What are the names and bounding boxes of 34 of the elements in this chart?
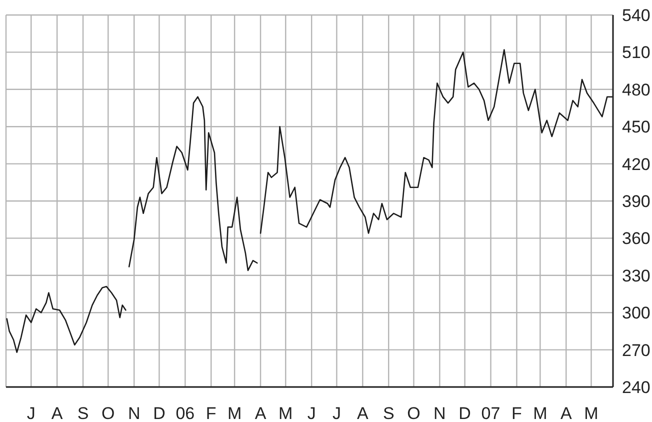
x-tick-label: J [26,404,36,422]
x-tick-label: A [560,404,572,422]
y-tick-label: 300 [622,304,650,323]
y-tick-label: 270 [622,340,650,360]
x-tick-label: D [458,404,471,422]
y-tick-label: 480 [622,80,650,100]
x-tick-label: O [407,404,420,422]
x-tick-label: 06 [176,404,195,422]
y-tick-label: 360 [622,229,650,248]
x-tick-label: N [434,404,446,422]
y-tick-label: 510 [622,43,650,62]
y-tick-label: 420 [622,154,650,174]
y-tick-label: 240 [622,378,650,398]
x-tick-label: 07 [481,404,500,422]
x-tick-label: O [102,404,115,422]
y-tick-label: 450 [622,118,650,137]
x-tick-label: F [206,404,216,422]
x-tick-label: F [512,404,522,422]
x-tick-label: J [307,404,316,422]
y-tick-label: 390 [622,192,650,212]
x-tick-label: M [584,404,598,422]
x-tick-label: S [382,404,394,422]
x-tick-label: J [332,404,341,422]
x-tick-label: A [254,404,267,422]
x-tick-label: M [227,404,242,422]
x-tick-label: N [128,404,140,422]
x-tick-label: A [51,404,64,422]
x-tick-label: D [153,404,166,422]
y-tick-label: 330 [622,266,650,286]
x-tick-label: S [77,404,89,422]
x-tick-label: M [533,404,548,422]
x-tick-label: A [356,404,369,422]
x-tick-label: M [278,404,293,422]
y-tick-label: 540 [622,6,650,26]
